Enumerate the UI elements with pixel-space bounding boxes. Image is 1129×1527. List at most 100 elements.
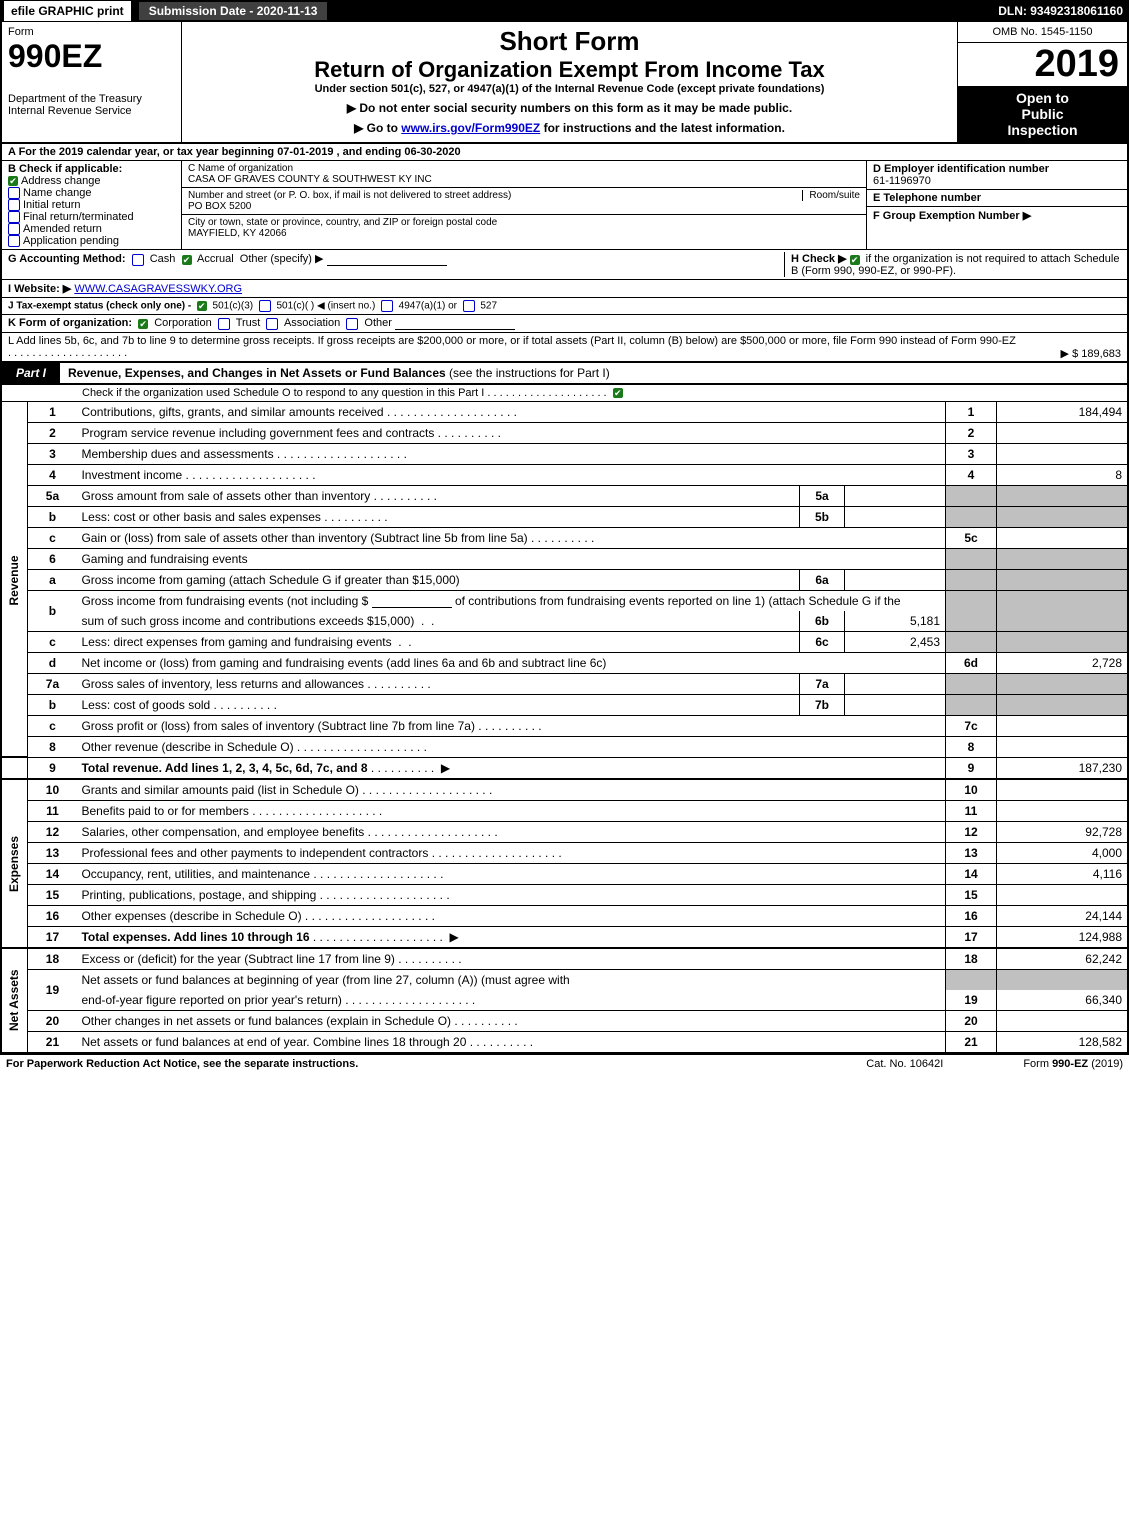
- line-5a-sublabel: 5a: [800, 485, 845, 506]
- line-5a-subvalue: [845, 485, 946, 506]
- checkbox-application-pending[interactable]: Application pending: [8, 235, 175, 247]
- line-13-num: 13: [28, 842, 77, 863]
- line-5b-num: b: [28, 506, 77, 527]
- line-13-value: 4,000: [997, 842, 1129, 863]
- line-g-label: G Accounting Method:: [8, 253, 126, 265]
- line-5c-num: c: [28, 527, 77, 548]
- internal-revenue: Internal Revenue Service: [8, 105, 175, 117]
- telephone-label: E Telephone number: [873, 192, 981, 204]
- line-10-num: 10: [28, 779, 77, 801]
- line-3-value: [997, 443, 1129, 464]
- cb-label-amended: Amended return: [23, 223, 102, 235]
- line-21-desc: Net assets or fund balances at end of ye…: [81, 1035, 466, 1049]
- other-method-input[interactable]: [327, 265, 447, 266]
- line-i: I Website: ▶ WWW.CASAGRAVESSWKY.ORG: [0, 280, 1129, 298]
- line-6a-desc: Gross income from gaming (attach Schedul…: [81, 573, 459, 587]
- goto-post: for instructions and the latest informat…: [544, 121, 785, 135]
- line-11-desc: Benefits paid to or for members: [81, 804, 248, 818]
- website-link[interactable]: WWW.CASAGRAVESSWKY.ORG: [74, 283, 242, 295]
- line-6d-box: 6d: [946, 652, 997, 673]
- checkbox-501c3[interactable]: ✔: [197, 301, 207, 311]
- line-12-box: 12: [946, 821, 997, 842]
- cb-label-address: Address change: [21, 175, 101, 187]
- header-left: Form 990EZ Department of the Treasury In…: [2, 22, 182, 142]
- checkbox-schedule-b[interactable]: ✔: [850, 255, 860, 265]
- line-7a-num: 7a: [28, 673, 77, 694]
- line-7a-subvalue: [845, 673, 946, 694]
- checkbox-initial-return[interactable]: Initial return: [8, 199, 175, 211]
- line-6b-desc1: Gross income from fundraising events (no…: [81, 594, 368, 608]
- line-12-value: 92,728: [997, 821, 1129, 842]
- line-11-value: [997, 800, 1129, 821]
- part1-header: Part I Revenue, Expenses, and Changes in…: [0, 362, 1129, 385]
- checkbox-cash[interactable]: [132, 254, 144, 266]
- line-7c-value: [997, 715, 1129, 736]
- line-5b-value: [997, 506, 1129, 527]
- line-21-num: 21: [28, 1031, 77, 1053]
- label-501c: 501(c)( ) ◀ (insert no.): [276, 301, 375, 312]
- line-h-label: H Check ▶: [791, 253, 847, 265]
- line-17-desc: Total expenses. Add lines 10 through 16: [81, 930, 309, 944]
- checkbox-other-org[interactable]: [346, 318, 358, 330]
- label-corporation: Corporation: [154, 317, 211, 329]
- line-15-value: [997, 884, 1129, 905]
- org-name-value: CASA OF GRAVES COUNTY & SOUTHWEST KY INC: [188, 174, 432, 185]
- line-4-value: 8: [997, 464, 1129, 485]
- line-15-num: 15: [28, 884, 77, 905]
- line-5b-box: [946, 506, 997, 527]
- line-6a-box: [946, 569, 997, 590]
- goto-pre: ▶ Go to: [354, 121, 401, 135]
- checkbox-trust[interactable]: [218, 318, 230, 330]
- inspection-line1: Open to: [960, 90, 1125, 106]
- form-number: 990EZ: [8, 38, 175, 75]
- other-specify-label: Other (specify) ▶: [240, 253, 324, 265]
- line-14-num: 14: [28, 863, 77, 884]
- line-19-desc2: end-of-year figure reported on prior yea…: [81, 993, 341, 1007]
- line-6b-desc2: of contributions from fundraising events…: [455, 594, 901, 608]
- revenue-sidebar: Revenue: [1, 402, 28, 758]
- box-def: D Employer identification number 61-1196…: [867, 161, 1127, 249]
- checkbox-address-change[interactable]: ✔Address change: [8, 175, 175, 187]
- line-7c-num: c: [28, 715, 77, 736]
- line-6a-sublabel: 6a: [800, 569, 845, 590]
- checkbox-amended-return[interactable]: Amended return: [8, 223, 175, 235]
- line-3-box: 3: [946, 443, 997, 464]
- line-7c-desc: Gross profit or (loss) from sales of inv…: [81, 719, 474, 733]
- line-19-num: 19: [28, 969, 77, 1010]
- checkbox-501c[interactable]: [259, 300, 271, 312]
- line-12-desc: Salaries, other compensation, and employ…: [81, 825, 364, 839]
- return-title: Return of Organization Exempt From Incom…: [190, 57, 949, 83]
- checkbox-schedule-o-used[interactable]: ✔: [613, 388, 623, 398]
- line-10-desc: Grants and similar amounts paid (list in…: [81, 783, 358, 797]
- line-1-value: 184,494: [997, 402, 1129, 423]
- line-6-desc: Gaming and fundraising events: [76, 548, 945, 569]
- line-5b-sublabel: 5b: [800, 506, 845, 527]
- form-org-label: K Form of organization:: [8, 317, 132, 329]
- efile-print-button[interactable]: efile GRAPHIC print: [4, 1, 131, 21]
- checkbox-final-return[interactable]: Final return/terminated: [8, 211, 175, 223]
- line-6c-num: c: [28, 631, 77, 652]
- line-6b-blank[interactable]: [372, 607, 452, 608]
- city-value: MAYFIELD, KY 42066: [188, 228, 287, 239]
- checkbox-association[interactable]: [266, 318, 278, 330]
- checkbox-4947[interactable]: [381, 300, 393, 312]
- line-7b-sublabel: 7b: [800, 694, 845, 715]
- checkbox-corporation[interactable]: ✔: [138, 319, 148, 329]
- street-value: PO BOX 5200: [188, 201, 251, 212]
- line-8-num: 8: [28, 736, 77, 757]
- checkbox-accrual[interactable]: ✔: [182, 255, 192, 265]
- irs-link[interactable]: www.irs.gov/Form990EZ: [401, 121, 540, 135]
- paperwork-notice: For Paperwork Reduction Act Notice, see …: [6, 1058, 358, 1070]
- inspection-line2: Public: [960, 106, 1125, 122]
- short-form-title: Short Form: [190, 26, 949, 57]
- checkbox-name-change[interactable]: Name change: [8, 187, 175, 199]
- cb-label-initial: Initial return: [23, 199, 80, 211]
- line-6d-num: d: [28, 652, 77, 673]
- top-bar: efile GRAPHIC print Submission Date - 20…: [0, 0, 1129, 22]
- line-9-desc: Total revenue. Add lines 1, 2, 3, 4, 5c,…: [81, 761, 367, 775]
- line-4-num: 4: [28, 464, 77, 485]
- other-org-input[interactable]: [395, 329, 515, 330]
- checkbox-527[interactable]: [463, 300, 475, 312]
- line-19-box-upper: [946, 969, 997, 990]
- catalog-number: Cat. No. 10642I: [866, 1058, 943, 1070]
